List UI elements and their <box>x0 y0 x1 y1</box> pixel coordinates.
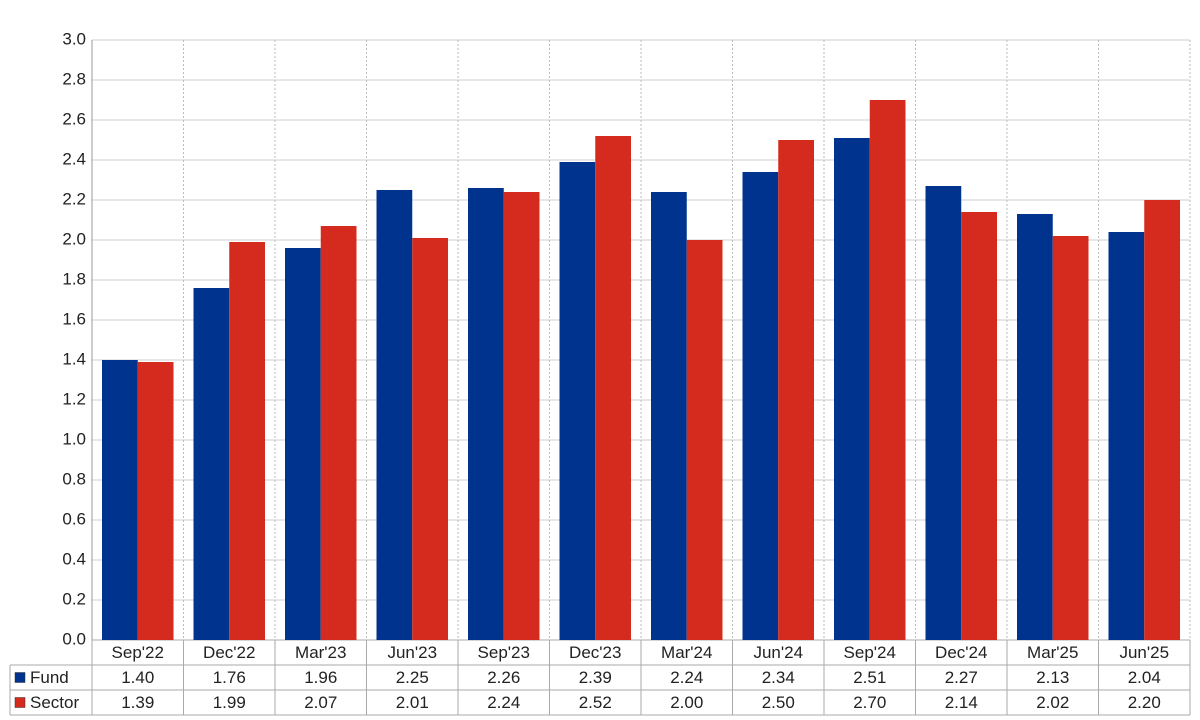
y-tick-label: 1.2 <box>62 389 86 408</box>
bar <box>193 288 230 640</box>
y-tick-label: 3.0 <box>62 29 86 48</box>
category-label: Sep'24 <box>844 643 896 662</box>
bar <box>229 242 265 640</box>
y-tick-label: 2.6 <box>62 109 86 128</box>
bar <box>834 138 870 640</box>
bar <box>468 188 504 640</box>
bar <box>595 136 631 640</box>
table-value: 2.13 <box>1036 668 1069 687</box>
bar <box>137 362 174 640</box>
table-value: 2.01 <box>396 693 429 712</box>
table-value: 1.39 <box>121 693 154 712</box>
table-value: 2.02 <box>1036 693 1069 712</box>
category-label: Sep'23 <box>478 643 530 662</box>
table-value: 2.51 <box>853 668 886 687</box>
bar <box>559 162 596 640</box>
bar <box>102 360 138 640</box>
y-tick-label: 1.4 <box>62 349 86 368</box>
y-tick-label: 0.6 <box>62 509 86 528</box>
bar <box>320 226 357 640</box>
bar <box>651 192 687 640</box>
category-label: Dec'22 <box>203 643 255 662</box>
table-value: 2.25 <box>396 668 429 687</box>
y-tick-label: 2.8 <box>62 69 86 88</box>
y-tick-label: 2.4 <box>62 149 86 168</box>
bar <box>503 192 540 640</box>
table-value: 2.26 <box>487 668 520 687</box>
legend-swatch <box>14 697 26 708</box>
category-label: Mar'24 <box>661 643 712 662</box>
y-tick-label: 2.0 <box>62 229 86 248</box>
table-value: 2.52 <box>579 693 612 712</box>
table-value: 2.39 <box>579 668 612 687</box>
y-tick-label: 1.0 <box>62 429 86 448</box>
bar <box>869 100 906 640</box>
legend-label: Sector <box>30 693 79 712</box>
table-value: 2.24 <box>670 668 703 687</box>
bar <box>1108 232 1145 640</box>
bar <box>1052 236 1089 640</box>
category-label: Mar'25 <box>1027 643 1078 662</box>
table-value: 1.40 <box>121 668 154 687</box>
legend-swatch <box>14 672 26 683</box>
bar <box>412 238 448 640</box>
table-value: 2.04 <box>1128 668 1161 687</box>
y-tick-label: 0.4 <box>62 549 86 568</box>
y-tick-label: 0.8 <box>62 469 86 488</box>
table-value: 2.70 <box>853 693 886 712</box>
category-label: Jun'24 <box>753 643 803 662</box>
category-label: Mar'23 <box>295 643 346 662</box>
bar <box>961 212 997 640</box>
y-tick-label: 1.8 <box>62 269 86 288</box>
table-value: 2.07 <box>304 693 337 712</box>
table-value: 1.76 <box>213 668 246 687</box>
y-tick-label: 0.0 <box>62 629 86 648</box>
bar <box>686 240 723 640</box>
table-value: 1.96 <box>304 668 337 687</box>
bar <box>1017 214 1053 640</box>
table-value: 1.99 <box>213 693 246 712</box>
category-label: Sep'22 <box>112 643 164 662</box>
bar <box>742 172 779 640</box>
legend-label: Fund <box>30 668 69 687</box>
category-label: Dec'24 <box>935 643 987 662</box>
y-tick-label: 1.6 <box>62 309 86 328</box>
y-tick-label: 0.2 <box>62 589 86 608</box>
category-label: Jun'23 <box>387 643 437 662</box>
table-value: 2.27 <box>945 668 978 687</box>
table-value: 2.20 <box>1128 693 1161 712</box>
table-value: 2.24 <box>487 693 520 712</box>
bar <box>1144 200 1180 640</box>
table-value: 2.50 <box>762 693 795 712</box>
bar <box>925 186 962 640</box>
y-tick-label: 2.2 <box>62 189 86 208</box>
bar <box>376 190 413 640</box>
table-value: 2.14 <box>945 693 978 712</box>
table-value: 2.34 <box>762 668 795 687</box>
category-label: Jun'25 <box>1119 643 1169 662</box>
bar <box>285 248 321 640</box>
bar <box>778 140 814 640</box>
category-label: Dec'23 <box>569 643 621 662</box>
table-value: 2.00 <box>670 693 703 712</box>
